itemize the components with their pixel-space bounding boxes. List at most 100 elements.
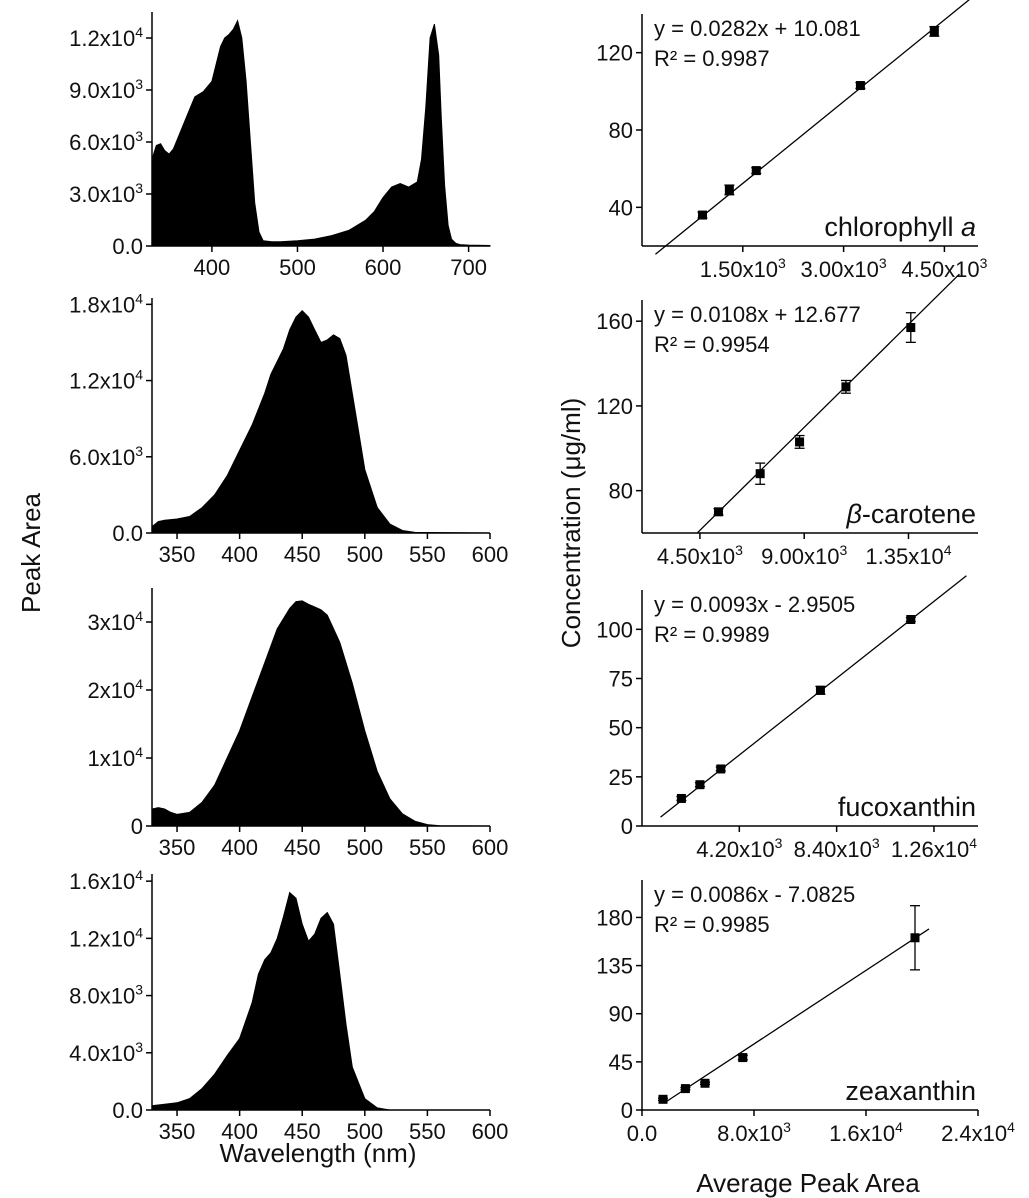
spectrum-area-2 xyxy=(151,309,491,534)
calibration-panel-2: 80 120 160 4.50x103 9.00x103 1.35x104 y = 0.01… xyxy=(596,273,978,569)
calib-xtick-label-4-2: 1.6x104 xyxy=(829,1119,903,1146)
spectrum-ytick-label-1-3: 9.0x103 xyxy=(69,76,143,103)
calib-ytick-label-1-1: 80 xyxy=(609,118,633,143)
calib-ytick-label-4-0: 0 xyxy=(621,1098,633,1123)
right-x-axis-title: Average Peak Area xyxy=(696,1168,920,1198)
spectrum-panel-3: 0 1x104 2x104 3x104 350 400 450 500 550 600 xyxy=(87,588,508,860)
spectrum-ytick-label-2-1: 6.0x103 xyxy=(69,443,143,470)
spectrum-ytick-label-3-3: 3x104 xyxy=(87,608,143,635)
spectrum-xtick-label-1-2: 600 xyxy=(365,255,402,280)
spectrum-xtick-label-4-0: 350 xyxy=(159,1119,196,1144)
left-y-axis-title: Peak Area xyxy=(16,492,46,613)
spectrum-xtick-label-3-5: 600 xyxy=(472,835,509,860)
calib-point-2-0 xyxy=(713,507,723,517)
spectrum-ytick-label-3-1: 1x104 xyxy=(87,744,143,771)
spectrum-xtick-label-3-2: 450 xyxy=(284,835,321,860)
calib-r2-3: R² = 0.9989 xyxy=(654,622,770,647)
spectrum-xtick-label-2-3: 500 xyxy=(346,542,383,567)
calib-r2-2: R² = 0.9954 xyxy=(654,332,770,357)
spectrum-xtick-label-4-3: 500 xyxy=(346,1119,383,1144)
spectrum-xtick-label-4-4: 550 xyxy=(409,1119,446,1144)
calib-point-3-0 xyxy=(676,793,686,803)
calib-point-2-1 xyxy=(755,469,765,479)
calib-fit-line-1 xyxy=(655,0,970,255)
calib-ytick-label-1-2: 120 xyxy=(596,41,633,66)
calib-point-2-4 xyxy=(906,323,916,333)
spectrum-xtick-label-4-1: 400 xyxy=(221,1119,258,1144)
calib-xtick-label-3-2: 1.26x104 xyxy=(891,835,977,862)
calib-point-1-1 xyxy=(724,185,734,195)
calib-equation-1: y = 0.0282x + 10.081 xyxy=(654,16,861,41)
calibration-panel-3: 0 25 50 75 100 4.20x103 8.40x103 1.26x104 y = 0.… xyxy=(596,575,978,862)
spectrum-xtick-label-1-0: 400 xyxy=(194,255,231,280)
calib-xtick-label-4-0: 0.0 xyxy=(627,1121,658,1146)
spectrum-xtick-label-2-4: 550 xyxy=(409,542,446,567)
calib-equation-4: y = 0.0086x - 7.0825 xyxy=(654,882,855,907)
calib-point-3-3 xyxy=(815,685,825,695)
calibration-panel-4: 0 45 90 135 180 0.0 8.0x103 1.6x104 2.4x104 y = 0… xyxy=(596,880,1015,1146)
calib-point-4-0 xyxy=(658,1094,668,1104)
spectra-panels: 0.0 3.0x103 6.0x103 9.0x103 1.2x104 400 500 600… xyxy=(69,12,508,1144)
spectrum-ytick-label-4-2: 8.0x103 xyxy=(69,982,143,1009)
calib-point-1-2 xyxy=(751,166,761,176)
spectrum-xtick-label-3-0: 350 xyxy=(159,835,196,860)
calib-xtick-label-3-1: 8.40x103 xyxy=(794,835,880,862)
spectrum-xtick-label-2-1: 400 xyxy=(221,542,258,567)
spectrum-xtick-label-3-4: 550 xyxy=(409,835,446,860)
calib-ytick-label-4-4: 180 xyxy=(596,905,633,930)
calib-ytick-label-4-2: 90 xyxy=(609,1002,633,1027)
calib-fit-line-3 xyxy=(660,575,967,818)
calib-xtick-label-1-2: 4.50x103 xyxy=(901,255,987,282)
spectrum-panel-1: 0.0 3.0x103 6.0x103 9.0x103 1.2x104 400 500 600… xyxy=(69,12,491,280)
spectrum-ytick-label-2-0: 0.0 xyxy=(112,521,143,546)
spectrum-ytick-label-4-4: 1.6x104 xyxy=(69,867,143,894)
calib-point-1-0 xyxy=(697,210,707,220)
spectrum-ytick-label-2-3: 1.8x104 xyxy=(69,290,143,317)
calib-ytick-label-3-0: 0 xyxy=(621,814,633,839)
calib-equation-2: y = 0.0108x + 12.677 xyxy=(654,302,861,327)
right-y-axis-title: Concentration (μg/ml) xyxy=(556,398,586,649)
spectrum-area-3 xyxy=(151,600,491,827)
left-x-axis-title: Wavelength (nm) xyxy=(220,1138,417,1168)
calibration-panels: 40 80 120 1.50x103 3.00x103 4.50x103 y = 0.028… xyxy=(596,0,1015,1146)
calib-point-3-4 xyxy=(906,615,916,624)
calibration-panel-1: 40 80 120 1.50x103 3.00x103 4.50x103 y = 0.028… xyxy=(596,0,988,282)
calib-point-4-2 xyxy=(700,1078,710,1088)
spectrum-ytick-label-4-0: 0.0 xyxy=(112,1098,143,1123)
calib-point-2-3 xyxy=(841,382,851,392)
spectrum-ytick-label-1-4: 1.2x104 xyxy=(69,24,143,51)
spectrum-xtick-label-3-3: 500 xyxy=(346,835,383,860)
spectrum-xtick-label-4-5: 600 xyxy=(472,1119,509,1144)
spectrum-ytick-label-3-2: 2x104 xyxy=(87,676,143,703)
calib-r2-1: R² = 0.9987 xyxy=(654,46,770,71)
spectrum-panel-4: 0.0 4.0x103 8.0x103 1.2x104 1.6x104 350 400 450… xyxy=(69,867,508,1144)
calib-ytick-label-2-1: 120 xyxy=(596,394,633,419)
calib-xtick-label-3-0: 4.20x103 xyxy=(696,835,782,862)
calib-ytick-label-3-3: 75 xyxy=(609,667,633,692)
calib-ytick-label-3-4: 100 xyxy=(596,617,633,642)
calib-xtick-label-1-1: 3.00x103 xyxy=(801,255,887,282)
compound-label-1: chlorophyll a xyxy=(824,212,976,242)
calib-point-2-2 xyxy=(795,437,805,447)
compound-label-4: zeaxanthin xyxy=(845,1076,976,1106)
spectrum-ytick-label-4-3: 1.2x104 xyxy=(69,924,143,951)
spectrum-ytick-label-1-1: 3.0x103 xyxy=(69,180,143,207)
spectrum-xtick-label-2-0: 350 xyxy=(159,542,196,567)
compound-label-3: fucoxanthin xyxy=(838,792,976,822)
calib-ytick-label-1-0: 40 xyxy=(609,195,633,220)
calib-point-4-4 xyxy=(910,933,920,943)
spectrum-xtick-label-2-2: 450 xyxy=(284,542,321,567)
calib-ytick-label-3-1: 25 xyxy=(609,765,633,790)
calib-ytick-label-2-2: 160 xyxy=(596,309,633,334)
spectrum-xtick-label-2-5: 600 xyxy=(472,542,509,567)
calib-xtick-label-2-1: 9.00x103 xyxy=(761,542,847,569)
calib-equation-3: y = 0.0093x - 2.9505 xyxy=(654,592,855,617)
spectrum-xtick-label-1-3: 700 xyxy=(450,255,487,280)
calib-fit-line-4 xyxy=(666,928,930,1102)
calib-xtick-label-2-0: 4.50x103 xyxy=(657,542,743,569)
calib-point-3-1 xyxy=(695,780,705,790)
calib-ytick-label-4-3: 135 xyxy=(596,954,633,979)
calib-point-1-3 xyxy=(855,81,865,91)
spectrum-xtick-label-3-1: 400 xyxy=(221,835,258,860)
spectrum-area-4 xyxy=(151,891,490,1111)
